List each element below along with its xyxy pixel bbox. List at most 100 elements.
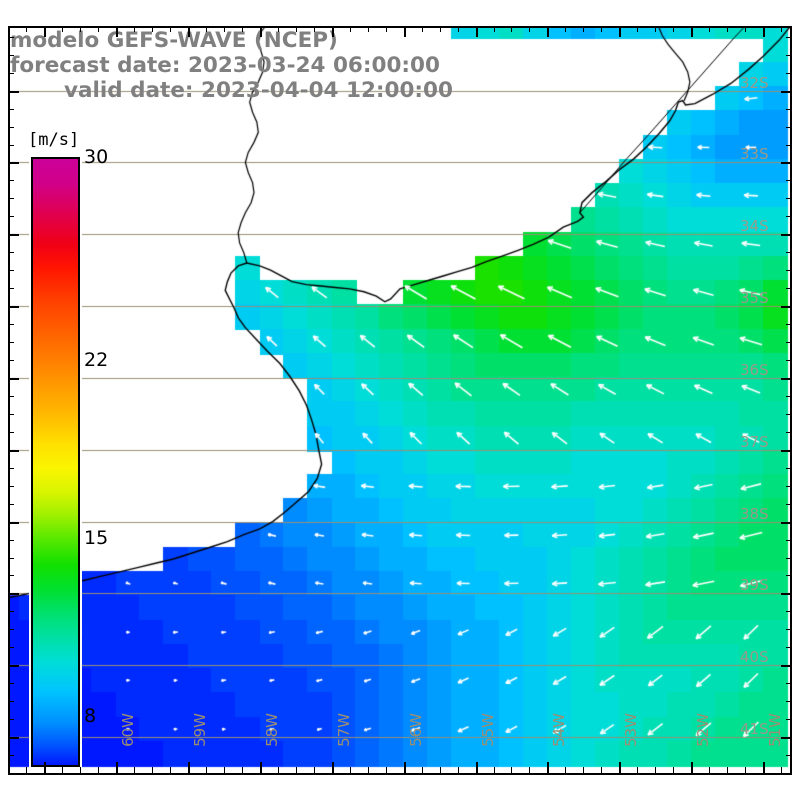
colorbar-tick-label: 22 [84,349,109,372]
axis-frame-line [673,767,674,773]
axis-frame-line [8,575,14,576]
axis-frame-line [781,26,782,32]
axis-frame-line [224,26,225,32]
latitude-tick-label: 33S [740,145,769,164]
axis-frame-line [350,26,351,32]
axis-frame-line [619,26,621,37]
axis-frame-line [8,755,14,756]
axis-frame-line [565,26,566,32]
axis-frame-line [8,288,14,289]
axis-frame-line [786,145,792,146]
axis-frame-line [8,647,14,648]
axis-frame-line [709,26,710,32]
axis-frame-line [98,767,99,773]
axis-frame-line [781,737,792,739]
axis-frame-line [673,26,674,32]
axis-frame-line [8,665,19,667]
axis-frame-line [786,288,792,289]
axis-frame-line [763,762,765,773]
axis-frame-line [781,522,792,524]
longitude-tick-label: 56W [406,713,425,747]
axis-frame-line [368,767,369,773]
axis-frame-line [786,109,792,110]
axis-frame-line [786,468,792,469]
axis-frame-line [786,486,792,487]
axis-frame-line [637,767,638,773]
longitude-tick-label: 57W [334,713,353,747]
axis-frame-line [386,767,387,773]
axis-frame-line [583,767,584,773]
wind-field-heatmap-canvas [8,26,792,773]
axis-frame-line [62,26,63,32]
axis-frame-line [44,762,46,773]
axis-frame-line [583,26,584,32]
axis-frame-line [188,26,190,37]
axis-frame-line [727,26,728,32]
axis-frame-line [404,762,406,773]
axis-frame-line [242,767,243,773]
axis-frame-line [8,773,14,774]
axis-frame-line [727,767,728,773]
axis-frame-line [565,767,566,773]
axis-frame-line [745,767,746,773]
axis-frame-line [781,378,792,380]
axis-frame-line [786,396,792,397]
axis-frame-line [332,762,334,773]
axis-frame-line [786,55,792,56]
axis-frame-line [547,762,549,773]
axis-frame-line [350,767,351,773]
axis-frame-line [8,719,14,720]
axis-frame-line [786,719,792,720]
axis-frame-line [26,767,27,773]
axis-frame-line [134,767,135,773]
axis-frame-line [332,26,334,37]
axis-frame-line [786,360,792,361]
axis-frame-line [745,26,746,32]
longitude-tick-label: 60W [118,713,137,747]
axis-frame-line [786,252,792,253]
axis-frame-line [781,665,792,667]
axis-frame-line [440,767,441,773]
axis-frame-line [8,198,14,199]
axis-frame-line [170,767,171,773]
axis-frame-line [511,767,512,773]
latitude-tick-label: 41S [740,720,769,739]
axis-frame-line [368,26,369,32]
axis-frame-line [786,629,792,630]
axis-frame-line [152,767,153,773]
axis-frame-line [8,522,19,524]
axis-frame-line [655,26,656,32]
axis-frame-line [206,767,207,773]
axis-frame-line [314,26,315,32]
axis-frame-line [637,26,638,32]
axis-frame-line [8,252,14,253]
axis-frame-line [260,762,262,773]
axis-frame-line [786,683,792,684]
axis-frame-line [8,396,14,397]
axis-frame-line [529,767,530,773]
axis-frame-line [786,504,792,505]
axis-frame-line [134,26,135,32]
axis-frame-line [278,767,279,773]
colorbar-unit-label: [m/s] [28,130,80,150]
axis-frame-line [8,306,19,308]
axis-frame-line [8,504,14,505]
latitude-tick-label: 35S [740,289,769,308]
axis-frame-line [44,26,46,37]
axis-frame-line [188,762,190,773]
axis-frame-line [422,767,423,773]
axis-frame-line [8,162,19,164]
axis-frame-line [786,558,792,559]
axis-frame-line [786,270,792,271]
map-plot-area [8,26,792,773]
axis-frame-line [8,145,14,146]
axis-frame-line [8,109,14,110]
axis-frame-line [786,180,792,181]
colorbar [29,155,82,769]
axis-frame-line [8,432,14,433]
axis-frame-line [781,91,792,93]
axis-frame-line [224,767,225,773]
axis-frame-line [422,26,423,32]
longitude-tick-label: 54W [550,713,569,747]
